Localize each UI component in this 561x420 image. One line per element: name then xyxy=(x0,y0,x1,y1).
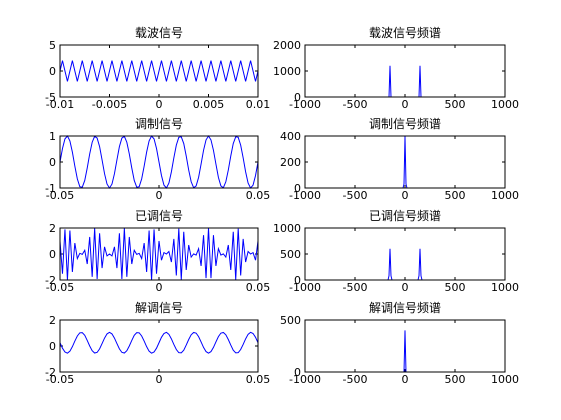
y-tick-label: -2 xyxy=(45,274,56,287)
y-tick-label: 5 xyxy=(49,39,56,52)
x-tick-label: 0.01 xyxy=(246,98,271,111)
y-tick-label: 0 xyxy=(49,65,56,78)
y-tick-label: 0 xyxy=(49,248,56,261)
y-tick-label: 0 xyxy=(49,156,56,169)
y-tick-label: 1000 xyxy=(273,222,301,235)
signal-line xyxy=(59,60,259,82)
x-tick-label: -1000 xyxy=(289,189,321,202)
x-tick-label: -500 xyxy=(343,98,368,111)
x-tick-label: 500 xyxy=(445,373,466,386)
y-tick-label: 1000 xyxy=(273,65,301,78)
x-tick-label: 0 xyxy=(156,189,163,202)
axes-box xyxy=(59,227,259,281)
subplot-title: 载波信号频谱 xyxy=(369,26,441,40)
subplot-title: 已调信号频谱 xyxy=(369,209,441,223)
x-tick-label: 0.05 xyxy=(246,281,271,294)
x-tick-label: 0.005 xyxy=(193,98,225,111)
y-tick-label: 0 xyxy=(294,182,301,195)
x-tick-label: 1000 xyxy=(491,189,519,202)
x-tick-label: -500 xyxy=(343,189,368,202)
axes-box xyxy=(304,319,506,373)
y-tick-label: -5 xyxy=(45,91,56,104)
y-tick-label: 2000 xyxy=(273,39,301,52)
subplot-title: 已调信号 xyxy=(135,209,183,223)
x-tick-label: 0 xyxy=(156,98,163,111)
signal-line xyxy=(59,135,259,189)
y-tick-label: 2 xyxy=(49,314,56,327)
subplot-title: 解调信号频谱 xyxy=(369,301,441,315)
plot-area xyxy=(60,228,258,280)
y-tick-label: -1 xyxy=(45,182,56,195)
x-tick-label: -0.05 xyxy=(46,281,74,294)
x-tick-label: 0.05 xyxy=(246,189,271,202)
y-tick-label: 500 xyxy=(280,248,301,261)
axes-box xyxy=(304,44,506,98)
x-tick-label: 0 xyxy=(156,373,163,386)
axes-box xyxy=(59,135,259,189)
axes-box xyxy=(59,44,259,98)
signal-line xyxy=(59,227,259,281)
axes-box xyxy=(59,319,259,373)
x-tick-label: 500 xyxy=(445,281,466,294)
x-tick-label: 0 xyxy=(402,373,409,386)
x-tick-label: 0 xyxy=(402,281,409,294)
axes-box xyxy=(304,135,506,189)
x-tick-label: -500 xyxy=(343,281,368,294)
x-tick-label: 0 xyxy=(402,98,409,111)
x-tick-label: 500 xyxy=(445,189,466,202)
x-tick-label: 1000 xyxy=(491,98,519,111)
x-tick-label: 0.05 xyxy=(246,373,271,386)
x-tick-label: -1000 xyxy=(289,373,321,386)
y-tick-label: 400 xyxy=(280,130,301,143)
y-tick-label: 0 xyxy=(49,340,56,353)
axes-box xyxy=(304,227,506,281)
x-tick-label: -0.01 xyxy=(46,98,74,111)
y-tick-label: -2 xyxy=(45,366,56,379)
y-tick-label: 500 xyxy=(280,314,301,327)
x-tick-label: -0.05 xyxy=(46,373,74,386)
x-tick-label: 0 xyxy=(156,281,163,294)
x-tick-label: 0 xyxy=(402,189,409,202)
x-tick-label: -1000 xyxy=(289,98,321,111)
x-tick-label: -0.005 xyxy=(92,98,127,111)
y-tick-label: 0 xyxy=(294,91,301,104)
x-tick-label: 500 xyxy=(445,98,466,111)
y-tick-label: 0 xyxy=(294,366,301,379)
plot-area xyxy=(305,45,505,97)
subplot-title: 解调信号 xyxy=(135,301,183,315)
plot-area xyxy=(60,320,258,372)
y-tick-label: 1 xyxy=(49,130,56,143)
y-tick-label: 200 xyxy=(280,156,301,169)
signal-line xyxy=(59,331,259,354)
x-tick-label: -500 xyxy=(343,373,368,386)
subplot-title: 调制信号 xyxy=(135,117,183,131)
x-tick-label: -1000 xyxy=(289,281,321,294)
x-tick-label: 1000 xyxy=(491,281,519,294)
x-tick-label: 1000 xyxy=(491,373,519,386)
x-tick-label: -0.05 xyxy=(46,189,74,202)
plot-area xyxy=(305,228,505,280)
y-tick-label: 2 xyxy=(49,222,56,235)
y-tick-label: 0 xyxy=(294,274,301,287)
subplot-title: 调制信号频谱 xyxy=(369,117,441,131)
subplot-title: 载波信号 xyxy=(135,26,183,40)
